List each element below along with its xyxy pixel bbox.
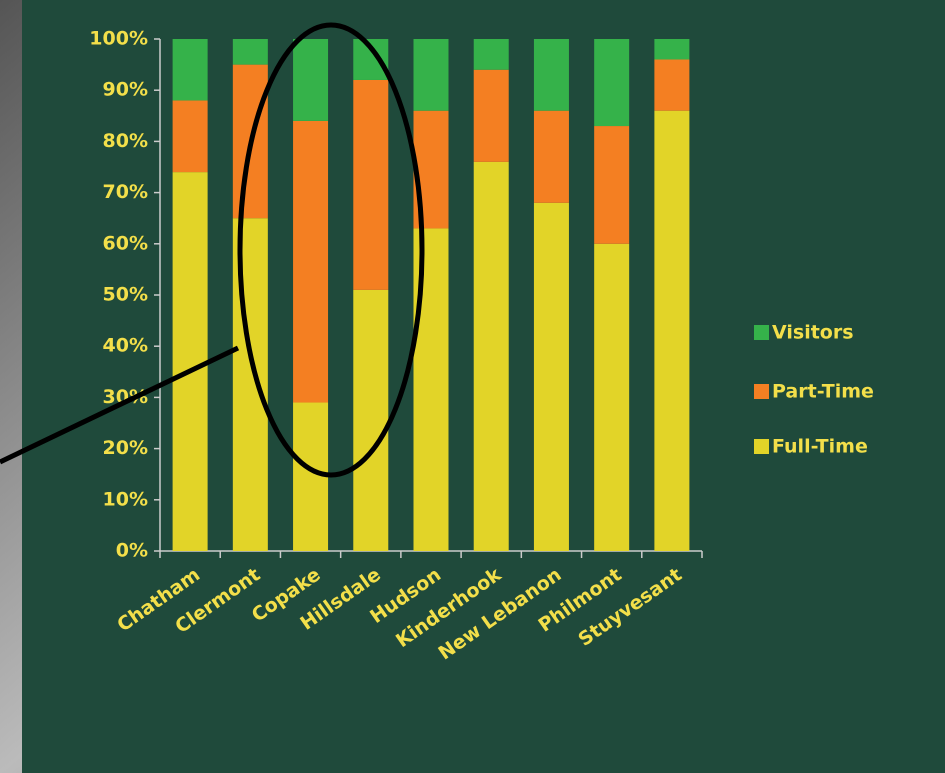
bar-segment — [594, 243, 630, 552]
bar-segment — [594, 39, 630, 127]
y-tick-label: 50% — [103, 284, 148, 306]
bar-segment — [293, 402, 329, 551]
bar-segment — [353, 289, 389, 551]
y-tick-label: 90% — [103, 79, 148, 101]
y-tick-label: 0% — [116, 540, 148, 562]
y-tick-label: 80% — [103, 130, 148, 152]
bar-segment — [533, 202, 569, 551]
bar-segment — [533, 110, 569, 203]
bar-segment — [172, 39, 208, 101]
bar-segment — [172, 100, 208, 173]
callout-line — [0, 345, 240, 465]
bar-segment — [172, 172, 208, 551]
bar-segment — [654, 59, 690, 111]
bar-segment — [353, 79, 389, 290]
legend-swatch — [754, 325, 769, 340]
bar-segment — [293, 120, 329, 403]
bar-segment — [473, 69, 509, 162]
bar-segment — [473, 161, 509, 551]
bar-segment — [533, 39, 569, 111]
bar-segment — [473, 39, 509, 70]
bar-segment — [594, 126, 630, 244]
y-tick-label: 20% — [103, 437, 148, 459]
legend-swatch — [754, 439, 769, 454]
y-tick-label: 100% — [89, 28, 148, 50]
y-tick-label: 60% — [103, 232, 148, 254]
bar-segment — [413, 39, 449, 111]
legend-label: Visitors — [772, 322, 854, 344]
bar-segment — [654, 39, 690, 60]
y-tick-label: 10% — [103, 488, 148, 510]
highlight-circle — [237, 22, 425, 478]
y-tick-label: 70% — [103, 181, 148, 203]
legend-label: Full-Time — [772, 436, 868, 458]
bar-segment — [654, 110, 690, 552]
y-tick-label: 30% — [103, 386, 148, 408]
legend-label: Part-Time — [772, 381, 874, 403]
bar-segment — [293, 39, 329, 121]
y-tick-label: 40% — [103, 335, 148, 357]
legend-swatch — [754, 384, 769, 399]
bar-segment — [232, 39, 268, 65]
bar-segment — [413, 228, 449, 551]
